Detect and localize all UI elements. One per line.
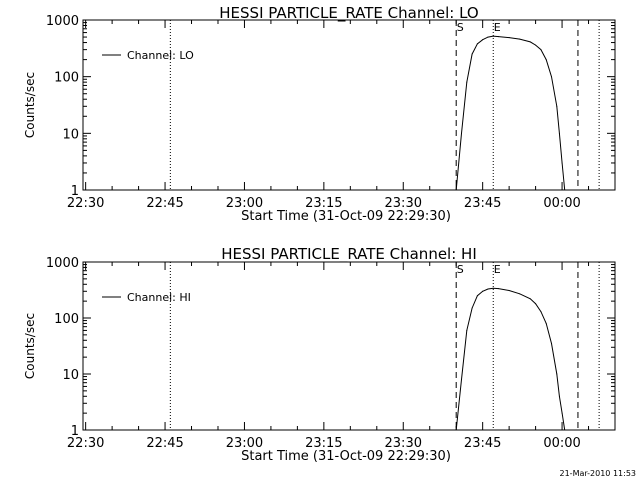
data-point bbox=[476, 43, 478, 45]
data-point bbox=[545, 59, 547, 61]
legend-label: Channel: LO bbox=[127, 49, 194, 62]
y-tick-label: 1 bbox=[71, 184, 79, 199]
data-point bbox=[550, 343, 552, 345]
data-point bbox=[564, 189, 566, 191]
data-point bbox=[471, 53, 473, 55]
y-tick-label: 10 bbox=[62, 368, 79, 383]
data-point bbox=[476, 295, 478, 297]
y-axis-label: Counts/sec bbox=[23, 313, 37, 379]
chart-panel-2: HESSI PARTICLE_RATE Channel: HI Counts/se… bbox=[23, 245, 616, 464]
data-point bbox=[487, 288, 489, 290]
x-tick-label: 22:45 bbox=[146, 436, 183, 451]
x-tick-label: 00:00 bbox=[543, 436, 580, 451]
data-point bbox=[482, 290, 484, 292]
data-point bbox=[535, 303, 537, 305]
x-tick-label: 23:45 bbox=[464, 196, 501, 211]
data-point bbox=[558, 395, 560, 397]
marker-label-e: E bbox=[494, 263, 501, 276]
x-tick-label: 23:30 bbox=[385, 436, 422, 451]
chart-title: HESSI PARTICLE_RATE Channel: LO bbox=[219, 4, 478, 23]
data-point bbox=[498, 288, 500, 290]
y-tick-label: 10 bbox=[62, 127, 79, 142]
x-tick-label: 23:30 bbox=[385, 196, 422, 211]
data-point bbox=[545, 322, 547, 324]
data-point bbox=[508, 289, 510, 291]
legend-label: Channel: HI bbox=[127, 291, 191, 304]
x-axis-label: Start Time (31-Oct-09 22:29:30) bbox=[241, 449, 451, 464]
y-tick-label: 1 bbox=[71, 424, 79, 439]
data-point bbox=[460, 132, 462, 134]
plot-timestamp: 21-Mar-2010 11:53 bbox=[560, 469, 637, 478]
data-point bbox=[561, 162, 563, 164]
data-point bbox=[564, 429, 566, 431]
data-point bbox=[492, 35, 494, 37]
series-line-1 bbox=[455, 287, 566, 431]
x-tick-label: 23:45 bbox=[464, 436, 501, 451]
chart-title: HESSI PARTICLE_RATE Channel: HI bbox=[221, 245, 477, 264]
series-line-1 bbox=[455, 35, 566, 191]
data-point bbox=[529, 41, 531, 43]
x-tick-label: 22:45 bbox=[146, 196, 183, 211]
x-tick-label: 22:30 bbox=[67, 436, 104, 451]
x-axis-label: Start Time (31-Oct-09 22:29:30) bbox=[241, 209, 451, 224]
y-axis-label: Counts/sec bbox=[23, 72, 37, 138]
data-point bbox=[519, 38, 521, 40]
x-tick-label: 00:00 bbox=[543, 196, 580, 211]
y-tick-label: 100 bbox=[54, 312, 79, 327]
data-point bbox=[540, 311, 542, 313]
plot-frame bbox=[82, 19, 616, 191]
data-point bbox=[498, 36, 500, 38]
data-point bbox=[508, 37, 510, 39]
y-tick-label: 1000 bbox=[46, 256, 79, 271]
data-point bbox=[460, 378, 462, 380]
data-point bbox=[535, 44, 537, 46]
data-point bbox=[471, 307, 473, 309]
data-point bbox=[556, 373, 558, 375]
x-tick-label: 23:15 bbox=[305, 436, 342, 451]
data-point bbox=[455, 189, 457, 191]
x-tick-label: 23:15 bbox=[305, 196, 342, 211]
plot-frame bbox=[82, 261, 616, 431]
data-point bbox=[492, 287, 494, 289]
y-tick-label: 1000 bbox=[46, 14, 79, 29]
data-point bbox=[466, 329, 468, 331]
x-tick-label: 23:00 bbox=[226, 196, 263, 211]
data-point bbox=[540, 49, 542, 51]
x-tick-label: 22:30 bbox=[67, 196, 104, 211]
data-point bbox=[529, 298, 531, 300]
x-tick-label: 23:00 bbox=[226, 436, 263, 451]
chart-panel-1: HESSI PARTICLE_RATE Channel: LO Counts/se… bbox=[23, 4, 616, 224]
data-point bbox=[561, 412, 563, 414]
data-point bbox=[519, 293, 521, 295]
y-tick-label: 100 bbox=[54, 71, 79, 86]
data-point bbox=[556, 105, 558, 107]
data-point bbox=[482, 39, 484, 41]
marker-label-e: E bbox=[494, 21, 501, 34]
data-point bbox=[550, 76, 552, 78]
data-point bbox=[558, 132, 560, 134]
data-point bbox=[466, 81, 468, 83]
marker-label-s: S bbox=[457, 263, 464, 276]
data-point bbox=[455, 429, 457, 431]
marker-label-s: S bbox=[457, 21, 464, 34]
data-point bbox=[487, 36, 489, 38]
